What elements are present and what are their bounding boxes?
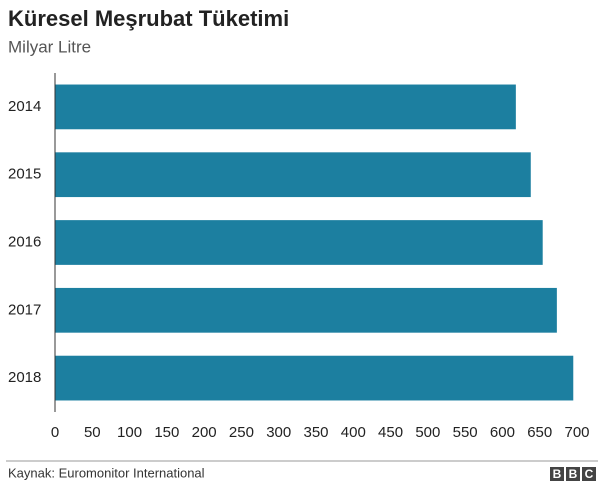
x-tick-label: 400 [341, 424, 366, 441]
y-tick-label: 2015 [8, 166, 41, 183]
chart-subtitle: Milyar Litre [8, 37, 91, 56]
x-tick-label: 500 [415, 424, 440, 441]
y-tick-label: 2014 [8, 98, 41, 115]
logo-box [550, 467, 564, 481]
x-tick-label: 450 [378, 424, 403, 441]
x-tick-label: 250 [229, 424, 254, 441]
logo-letter: B [553, 467, 562, 481]
x-tick-label: 350 [303, 424, 328, 441]
x-tick-label: 300 [266, 424, 291, 441]
x-tick-label: 200 [192, 424, 217, 441]
source: Kaynak: Euromonitor International [8, 465, 205, 480]
logo-letter: C [585, 467, 594, 481]
y-tick-label: 2016 [8, 233, 41, 250]
bar [55, 84, 516, 130]
logo-box [566, 467, 580, 481]
x-tick-label: 100 [117, 424, 142, 441]
x-tick-label: 600 [490, 424, 515, 441]
x-tick-label: 550 [453, 424, 478, 441]
x-tick-label: 150 [154, 424, 179, 441]
bar [55, 152, 531, 198]
x-tick-label: 50 [84, 424, 101, 441]
y-tick-label: 2017 [8, 301, 41, 318]
bar [55, 287, 557, 333]
logo-letter: B [569, 467, 578, 481]
bar [55, 220, 543, 265]
logo-box [582, 467, 596, 481]
x-tick-label: 0 [51, 424, 59, 441]
x-tick-label: 650 [527, 424, 552, 441]
chart-title: Küresel Meşrubat Tüketimi [8, 6, 289, 31]
x-tick-label: 700 [564, 424, 589, 441]
y-tick-label: 2018 [8, 369, 41, 386]
bar [55, 355, 574, 401]
